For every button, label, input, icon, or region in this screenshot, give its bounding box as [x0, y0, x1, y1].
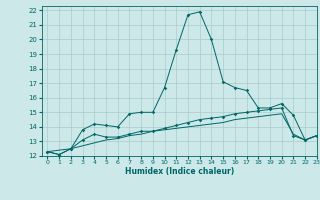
- X-axis label: Humidex (Indice chaleur): Humidex (Indice chaleur): [124, 167, 234, 176]
